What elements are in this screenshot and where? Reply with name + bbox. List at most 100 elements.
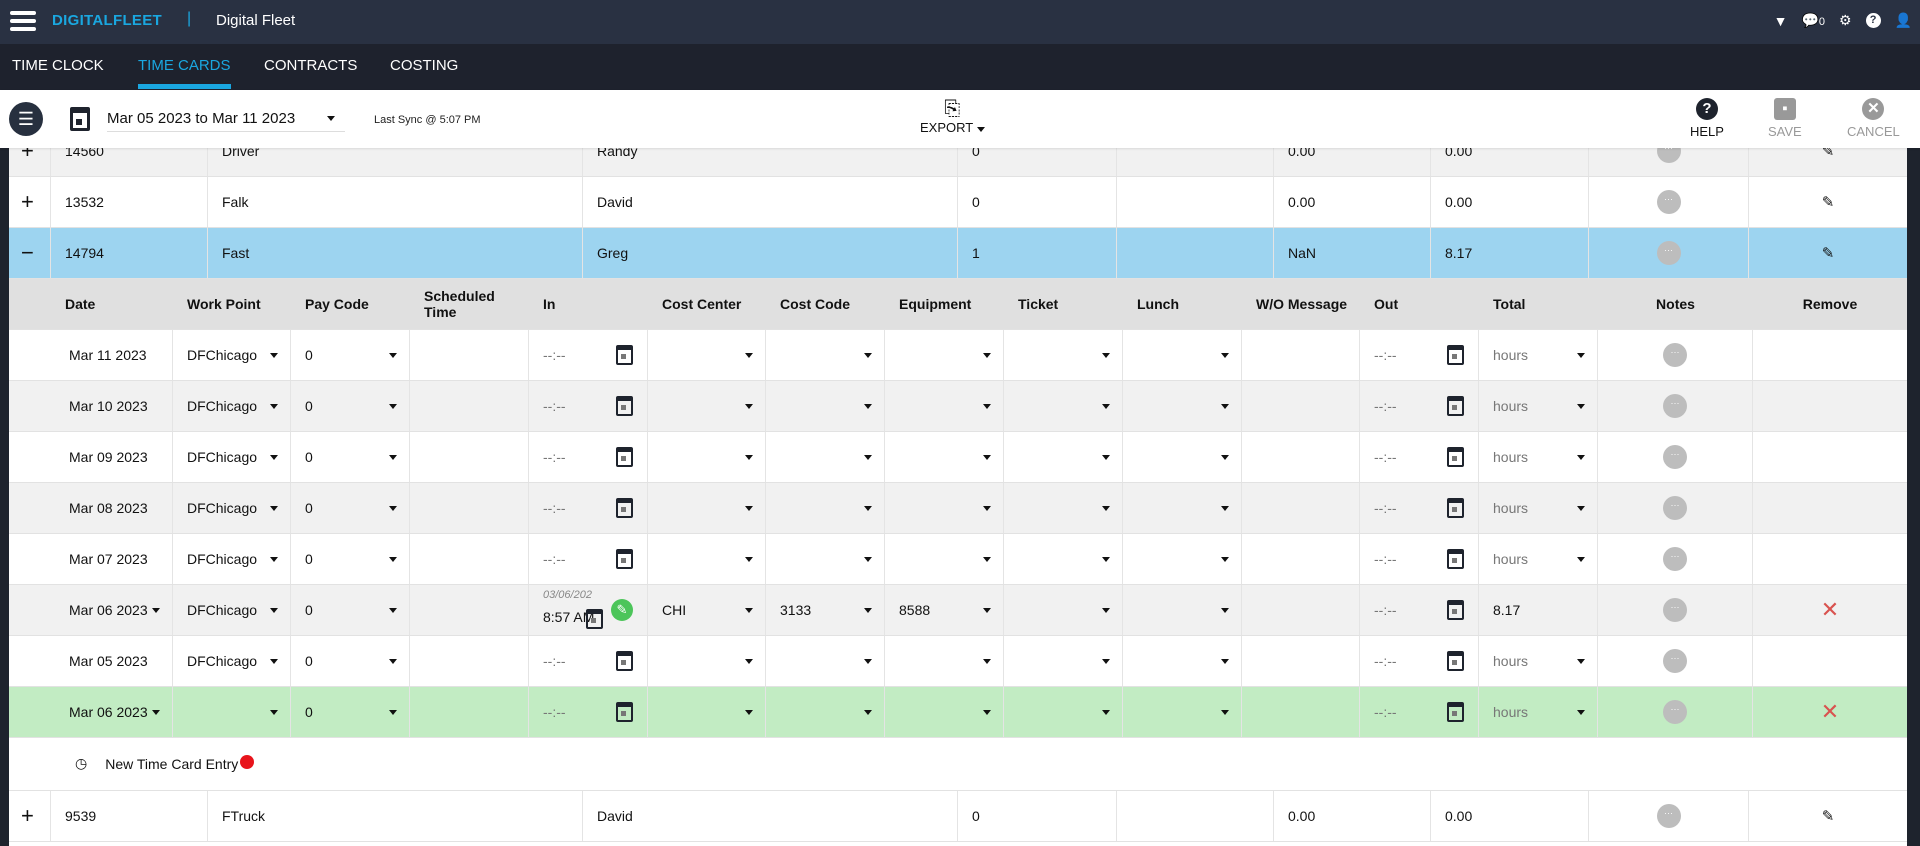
out-time-input[interactable]: --:-- — [1360, 381, 1479, 431]
calendar-icon[interactable] — [616, 498, 633, 518]
cost-center-select[interactable] — [648, 330, 766, 380]
vertical-scrollbar[interactable] — [1907, 148, 1920, 846]
gear-icon[interactable]: ⚙ — [1839, 12, 1852, 28]
calendar-icon[interactable] — [1447, 447, 1464, 467]
ticket-select[interactable] — [1004, 585, 1123, 635]
equipment-select[interactable] — [885, 687, 1004, 737]
total-hours-field[interactable]: hours — [1479, 534, 1598, 584]
lunch-select[interactable] — [1123, 330, 1242, 380]
help-icon[interactable]: ? — [1865, 13, 1881, 28]
lunch-select[interactable] — [1123, 636, 1242, 686]
equipment-select[interactable]: 8588 — [885, 585, 1004, 635]
cell-expand-toggle[interactable]: − — [9, 228, 51, 278]
cost-center-select[interactable] — [648, 483, 766, 533]
user-icon[interactable]: 👤 — [1894, 12, 1912, 28]
notes-icon[interactable] — [1663, 445, 1687, 469]
notes-icon[interactable] — [1663, 649, 1687, 673]
calendar-icon[interactable] — [1447, 549, 1464, 569]
cell-action[interactable]: ✎ — [1749, 791, 1907, 841]
ticket-select[interactable] — [1004, 381, 1123, 431]
help-button[interactable]: ? HELP — [1690, 98, 1724, 139]
expand-toggle[interactable]: + — [21, 189, 34, 214]
in-time-input[interactable]: --:-- — [529, 330, 648, 380]
date-cell[interactable]: Mar 06 2023 — [9, 687, 173, 737]
lunch-select[interactable] — [1123, 534, 1242, 584]
work-point-select[interactable]: DFChicago — [173, 330, 291, 380]
work-point-select[interactable]: DFChicago — [173, 432, 291, 482]
equipment-select[interactable] — [885, 636, 1004, 686]
notes-icon[interactable] — [1663, 343, 1687, 367]
equipment-select[interactable] — [885, 330, 1004, 380]
out-time-input[interactable]: --:-- — [1360, 687, 1479, 737]
calendar-icon[interactable] — [1447, 345, 1464, 365]
total-hours-field[interactable]: hours — [1479, 330, 1598, 380]
lunch-select[interactable] — [1123, 432, 1242, 482]
lunch-select[interactable] — [1123, 687, 1242, 737]
filter-settings-button[interactable]: ☰ — [9, 102, 43, 136]
notes-icon[interactable] — [1663, 598, 1687, 622]
in-time-input[interactable]: --:-- — [529, 636, 648, 686]
cost-center-select[interactable]: CHI — [648, 585, 766, 635]
remove-x-icon[interactable]: ✕ — [1820, 597, 1840, 622]
new-time-card-entry-button[interactable]: ◷ New Time Card Entry — [75, 754, 255, 772]
cell-action[interactable]: ✎ — [1749, 177, 1907, 227]
calendar-icon[interactable] — [616, 447, 633, 467]
notes-icon[interactable] — [1656, 241, 1681, 265]
notes-icon[interactable] — [1663, 394, 1687, 418]
save-button[interactable]: ▪ SAVE — [1768, 98, 1802, 139]
cost-center-select[interactable] — [648, 432, 766, 482]
out-time-input[interactable]: --:-- — [1360, 585, 1479, 635]
pencil-icon[interactable]: ✎ — [1821, 808, 1835, 825]
export-button[interactable]: ⎘ EXPORT — [920, 98, 985, 135]
cancel-button[interactable]: ✕ CANCEL — [1847, 98, 1900, 139]
tab-costing[interactable]: COSTING — [390, 57, 459, 74]
ticket-select[interactable] — [1004, 432, 1123, 482]
calendar-icon[interactable] — [616, 396, 633, 416]
cell-action[interactable] — [1589, 228, 1749, 278]
ticket-select[interactable] — [1004, 687, 1123, 737]
cost-code-select[interactable] — [766, 687, 885, 737]
pencil-icon[interactable]: ✎ — [1821, 245, 1835, 262]
cost-code-select[interactable] — [766, 432, 885, 482]
expand-toggle[interactable]: + — [21, 803, 34, 828]
notes-icon[interactable] — [1656, 190, 1681, 214]
work-point-select[interactable]: DFChicago — [173, 483, 291, 533]
cost-code-select[interactable] — [766, 381, 885, 431]
date-range-select[interactable]: Mar 05 2023 to Mar 11 2023 — [107, 110, 345, 132]
pay-code-select[interactable]: 0 — [291, 330, 410, 380]
out-time-input[interactable]: --:-- — [1360, 330, 1479, 380]
work-point-select[interactable] — [173, 687, 291, 737]
in-time-input[interactable]: 03/06/202 8:57 AM ✎ — [529, 585, 648, 635]
work-point-select[interactable]: DFChicago — [173, 585, 291, 635]
lunch-select[interactable] — [1123, 483, 1242, 533]
calendar-icon[interactable] — [1447, 702, 1464, 722]
cell-action[interactable] — [1589, 791, 1749, 841]
pencil-icon[interactable]: ✎ — [1821, 194, 1835, 211]
employee-row[interactable]: +9539 FTruck David 0 0.00 0.00 ✎ — [9, 791, 1907, 842]
cost-code-select[interactable] — [766, 534, 885, 584]
notes-icon[interactable] — [1663, 547, 1687, 571]
calendar-icon[interactable] — [1447, 651, 1464, 671]
tab-time-clock[interactable]: TIME CLOCK — [12, 57, 104, 74]
calendar-icon[interactable] — [616, 702, 633, 722]
tab-contracts[interactable]: CONTRACTS — [264, 57, 358, 74]
calendar-icon[interactable] — [616, 651, 633, 671]
cost-center-select[interactable] — [648, 534, 766, 584]
pencil-icon[interactable]: ✎ — [611, 599, 633, 621]
calendar-icon[interactable] — [616, 549, 633, 569]
expand-toggle[interactable]: − — [21, 240, 34, 265]
notes-icon[interactable] — [1663, 700, 1687, 724]
total-hours-field[interactable]: hours — [1479, 381, 1598, 431]
cost-code-select[interactable] — [766, 636, 885, 686]
pay-code-select[interactable]: 0 — [291, 636, 410, 686]
equipment-select[interactable] — [885, 534, 1004, 584]
pay-code-select[interactable]: 0 — [291, 687, 410, 737]
equipment-select[interactable] — [885, 483, 1004, 533]
calendar-icon[interactable] — [1447, 600, 1464, 620]
pay-code-select[interactable]: 0 — [291, 534, 410, 584]
calendar-icon[interactable] — [1447, 498, 1464, 518]
total-hours-field[interactable]: hours — [1479, 483, 1598, 533]
in-time-input[interactable]: --:-- — [529, 381, 648, 431]
ticket-select[interactable] — [1004, 330, 1123, 380]
hamburger-menu-icon[interactable] — [10, 11, 36, 31]
